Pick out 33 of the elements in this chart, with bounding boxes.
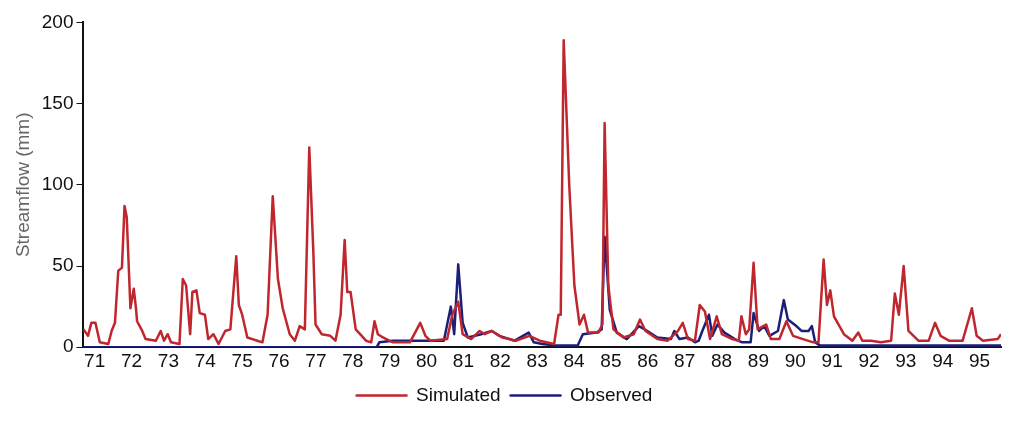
y-tick-label: 150 xyxy=(41,91,74,113)
x-tick-label: 81 xyxy=(452,349,474,371)
y-tick-label: 200 xyxy=(41,10,74,32)
x-tick-label: 73 xyxy=(157,349,179,371)
x-tick-label: 79 xyxy=(379,349,401,371)
x-tick-label: 84 xyxy=(563,349,586,371)
x-tick-label: 86 xyxy=(637,349,659,371)
legend-label: Observed xyxy=(570,383,653,405)
x-tick-label: 72 xyxy=(120,349,143,371)
x-tick-label: 91 xyxy=(821,349,843,371)
legend-label: Simulated xyxy=(416,383,501,405)
x-tick-label: 93 xyxy=(895,349,917,371)
x-tick-label: 87 xyxy=(674,349,696,371)
y-tick-label: 100 xyxy=(41,173,74,195)
x-tick-label: 88 xyxy=(710,349,733,371)
x-tick-label: 80 xyxy=(415,349,438,371)
y-tick-label: 50 xyxy=(52,254,74,276)
x-tick-label: 89 xyxy=(747,349,769,371)
x-tick-label: 94 xyxy=(932,349,954,371)
x-tick-label: 74 xyxy=(194,349,217,371)
y-axis-title: Streamflow (mm) xyxy=(11,112,33,258)
x-tick-label: 85 xyxy=(600,349,622,371)
x-tick-label: 71 xyxy=(84,349,106,371)
x-tick-label: 78 xyxy=(342,349,364,371)
x-tick-label: 83 xyxy=(526,349,548,371)
x-tick-label: 92 xyxy=(858,349,880,371)
x-tick-label: 75 xyxy=(231,349,253,371)
y-tick-label: 0 xyxy=(62,335,74,357)
x-tick-label: 95 xyxy=(969,349,991,371)
x-tick-label: 77 xyxy=(305,349,327,371)
x-tick-label: 76 xyxy=(268,349,290,371)
x-tick-label: 82 xyxy=(489,349,511,371)
x-tick-label: 90 xyxy=(784,349,806,371)
